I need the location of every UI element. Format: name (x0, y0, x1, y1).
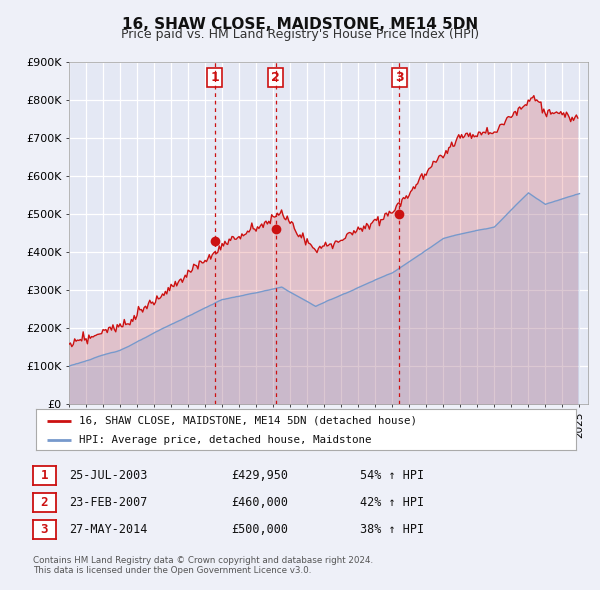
Text: 25-JUL-2003: 25-JUL-2003 (69, 469, 148, 482)
Text: 3: 3 (395, 71, 403, 84)
Text: £429,950: £429,950 (231, 469, 288, 482)
Text: Price paid vs. HM Land Registry's House Price Index (HPI): Price paid vs. HM Land Registry's House … (121, 28, 479, 41)
Text: 2: 2 (271, 71, 280, 84)
Text: £500,000: £500,000 (231, 523, 288, 536)
Text: 2: 2 (41, 496, 48, 509)
Text: 54% ↑ HPI: 54% ↑ HPI (360, 469, 424, 482)
Text: 23-FEB-2007: 23-FEB-2007 (69, 496, 148, 509)
Text: 27-MAY-2014: 27-MAY-2014 (69, 523, 148, 536)
Text: £460,000: £460,000 (231, 496, 288, 509)
Text: 16, SHAW CLOSE, MAIDSTONE, ME14 5DN (detached house): 16, SHAW CLOSE, MAIDSTONE, ME14 5DN (det… (79, 416, 417, 426)
Text: 42% ↑ HPI: 42% ↑ HPI (360, 496, 424, 509)
Text: Contains HM Land Registry data © Crown copyright and database right 2024.
This d: Contains HM Land Registry data © Crown c… (33, 556, 373, 575)
Text: HPI: Average price, detached house, Maidstone: HPI: Average price, detached house, Maid… (79, 435, 372, 444)
Text: 1: 1 (210, 71, 219, 84)
Text: 38% ↑ HPI: 38% ↑ HPI (360, 523, 424, 536)
Text: 3: 3 (41, 523, 48, 536)
Text: 16, SHAW CLOSE, MAIDSTONE, ME14 5DN: 16, SHAW CLOSE, MAIDSTONE, ME14 5DN (122, 17, 478, 31)
Text: 1: 1 (41, 469, 48, 482)
